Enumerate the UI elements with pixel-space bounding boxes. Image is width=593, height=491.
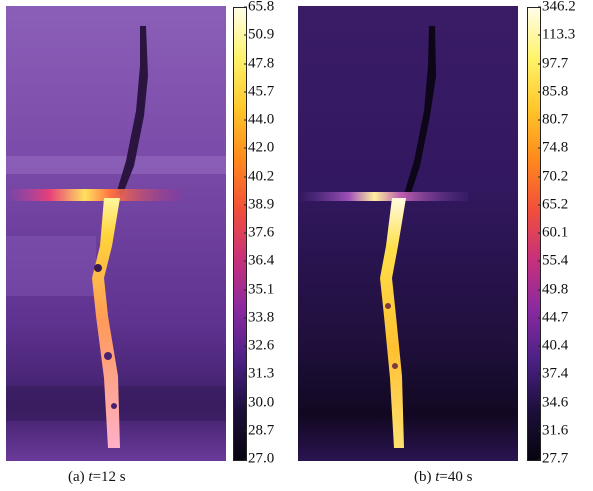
colorbar-tick-label: 40.2 xyxy=(243,168,275,184)
colorbar-b xyxy=(527,7,541,461)
colorbar-tick-label: 60.1 xyxy=(537,224,569,241)
colorbar-tick-label: 65.2 xyxy=(537,196,569,213)
colorbar-ticks-a: 65.8 50.9 47.8 45.7 44.0 42.0 40.2 38.9 37.6 36.4… xyxy=(243,0,296,466)
hot-stem xyxy=(92,198,120,448)
hot-band xyxy=(6,189,181,201)
colorbar-tick-label: 70.2 xyxy=(537,168,569,184)
colorbar-tick-label: 97.7 xyxy=(537,55,569,71)
colorbar-ticks-b: 346.2 113.3 97.7 85.8 80.7 74.8 70.2 65.2 60.1 55… xyxy=(537,0,593,466)
caption-b: (b) t=40 s xyxy=(414,469,473,485)
colorbar-tick-label: 35.1 xyxy=(243,281,275,297)
branch-upper xyxy=(404,26,436,196)
colorbar-tick-label: 74.8 xyxy=(537,139,569,156)
colorbar-tick-label: 346.2 xyxy=(538,0,576,15)
caption-a: (a) t=12 s xyxy=(68,469,126,485)
colorbar-tick-label: 33.8 xyxy=(243,309,275,326)
colorbar-tick-label: 36.4 xyxy=(243,252,275,269)
colorbar-tick-label: 44.0 xyxy=(243,111,275,128)
hot-stem xyxy=(380,198,406,448)
colorbar-tick-label: 55.4 xyxy=(537,252,569,269)
hot-band xyxy=(298,192,468,201)
colorbar-tick-label: 40.4 xyxy=(537,337,569,354)
colorbar-tick-label: 27.7 xyxy=(537,450,569,467)
colorbar-tick-label: 50.9 xyxy=(243,26,275,43)
colorbar-tick-label: 32.6 xyxy=(243,337,275,354)
colorbar-tick-label: 30.0 xyxy=(243,394,275,410)
colorbar-tick-label: 31.3 xyxy=(243,365,275,382)
colorbar-tick-label: 85.8 xyxy=(537,83,569,100)
colorbar-tick-label: 37.6 xyxy=(243,224,275,241)
colorbar-tick-label: 38.9 xyxy=(243,196,275,213)
colorbar-tick-label: 113.3 xyxy=(537,26,576,43)
colorbar-tick-label: 37.4 xyxy=(537,365,569,382)
colorbar-tick-label: 44.7 xyxy=(537,309,569,326)
colorbar-tick-label: 28.7 xyxy=(243,422,275,439)
thermal-image-a xyxy=(6,6,226,461)
branch-upper xyxy=(116,26,148,196)
colorbar-tick-label: 31.6 xyxy=(537,422,569,439)
colorbar-tick-label: 34.6 xyxy=(537,394,569,410)
colorbar-tick-label: 65.8 xyxy=(243,0,275,15)
colorbar-tick-label: 27.0 xyxy=(243,450,275,467)
colorbar-a xyxy=(233,7,247,461)
thermal-image-b xyxy=(298,6,518,461)
colorbar-tick-label: 47.8 xyxy=(243,55,275,71)
colorbar-tick-label: 80.7 xyxy=(537,111,569,128)
colorbar-tick-label: 49.8 xyxy=(537,281,569,297)
colorbar-tick-label: 45.7 xyxy=(243,83,275,100)
colorbar-tick-label: 42.0 xyxy=(243,139,275,156)
